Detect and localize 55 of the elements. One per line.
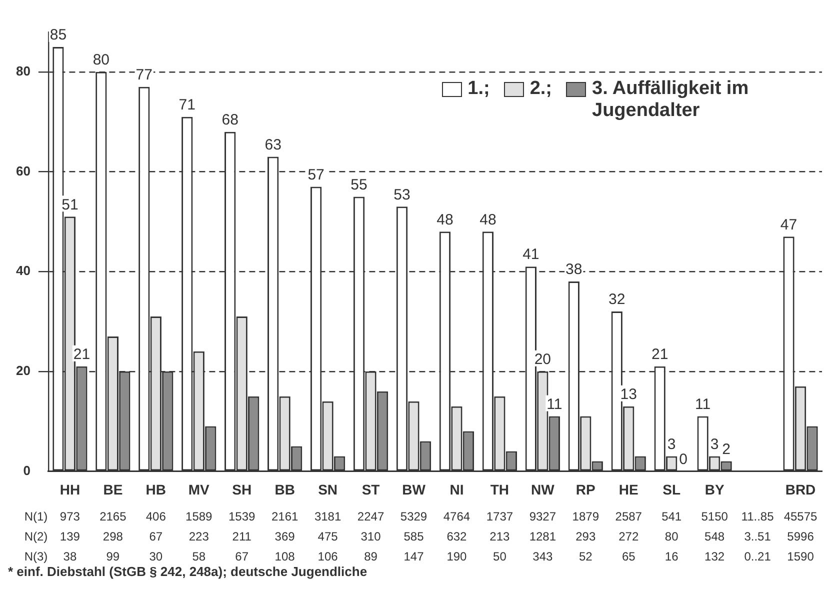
x-tick-label: NW	[531, 481, 556, 498]
y-tick-label: 20	[16, 362, 30, 378]
data-label: 68	[222, 111, 238, 128]
data-label: 55	[350, 176, 368, 194]
data-label: 11	[546, 396, 562, 413]
data-label: 3	[667, 436, 676, 453]
data-label: 13	[620, 386, 637, 403]
x-tick-label: BB	[274, 481, 295, 498]
data-label: 0	[679, 450, 688, 468]
x-tick-label: ST	[362, 481, 380, 498]
data-label: 80	[92, 52, 110, 69]
data-label: 48	[480, 211, 496, 228]
x-tick-label: MV	[188, 481, 210, 498]
x-tick-label: BY	[704, 481, 725, 498]
legend-label: 3. Auffälligkeit im Jugendalter	[592, 78, 750, 122]
x-tick-label: HB	[146, 481, 166, 498]
data-label: 32	[608, 291, 626, 308]
x-tick-label: SH	[232, 481, 252, 498]
text: 1.;	[468, 78, 490, 100]
data-label: 38	[566, 261, 582, 278]
data-label: 20	[534, 351, 552, 368]
y-tick-label: 60	[16, 163, 30, 178]
data-label: 48	[436, 211, 454, 228]
data-label: 63	[264, 136, 282, 154]
y-tick-label: 40	[16, 263, 30, 278]
text: N(3) 38 99 30 58 67 108 106 89 147 190 50 343 52 65 16 132 0..21 1590	[24, 550, 814, 564]
x-tick-label: SL	[662, 481, 681, 498]
y-tick-label: 0	[23, 462, 30, 478]
data-label: 77	[136, 66, 152, 84]
x-tick-label: RP	[576, 481, 596, 498]
x-tick-label: NI	[450, 481, 464, 498]
data-label: 85	[50, 26, 67, 44]
x-tick-label: HE	[618, 481, 638, 498]
data-label: 47	[780, 216, 798, 234]
text: * einf. Diebstahl (StGB § 242, 248a); deutsche Jugendliche	[8, 564, 368, 579]
x-tick-label: BW	[402, 481, 426, 498]
data-label: 71	[178, 96, 196, 114]
data-label: 2	[722, 440, 730, 458]
data-label: 21	[652, 346, 668, 364]
text: N(1) 973 2165 406 1589 1539 2161 3181 2247 5329 4764 1737 9327 1879 2587 541 5150 11..85 45575	[24, 510, 818, 524]
x-tick-label: BE	[103, 481, 123, 498]
legend-label: 2.;	[530, 78, 552, 100]
data-label: 21	[73, 346, 90, 364]
data-label: 41	[522, 246, 540, 264]
text: N(2) 139 298 67 223 211 369 475 310 585 632 213 1281 293 272 80 548 3..51 5996	[24, 530, 814, 544]
x-tick-label: HH	[60, 481, 80, 498]
x-tick-label: BRD	[785, 481, 816, 498]
data-label: 3	[710, 436, 719, 453]
data-label: 51	[62, 196, 78, 214]
y-tick-label: 80	[16, 64, 30, 79]
x-tick-label: SN	[318, 481, 338, 498]
data-label: 53	[394, 186, 410, 204]
data-label: 11	[695, 396, 711, 413]
data-label: 57	[308, 166, 324, 184]
x-tick-label: TH	[490, 481, 510, 498]
